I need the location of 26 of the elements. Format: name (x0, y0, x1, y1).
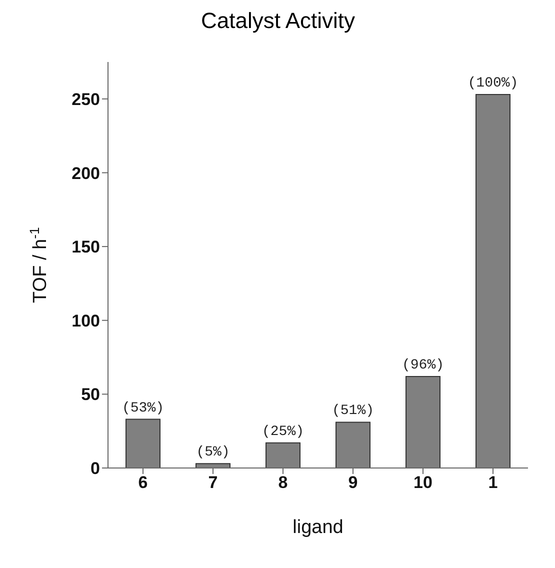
y-tick-label: 250 (72, 90, 100, 109)
bar (266, 442, 300, 468)
y-tick-label: 100 (72, 311, 100, 330)
annotation: (51%) (332, 403, 374, 420)
x-tick-label: 7 (208, 473, 218, 492)
annotation: (100%) (468, 75, 518, 92)
bar (476, 94, 510, 468)
chart-title: Catalyst Activity (200, 8, 356, 35)
annotation: (96%) (402, 357, 444, 374)
x-tick-label: 8 (278, 473, 288, 492)
y-tick-label: 200 (72, 164, 100, 183)
bar (196, 463, 230, 468)
y-tick-label: 50 (81, 385, 100, 404)
y-tick-label: 0 (90, 459, 100, 478)
x-axis-title: ligand (292, 517, 344, 538)
annotation: (25%) (262, 424, 304, 440)
x-tick-label: 6 (138, 473, 148, 492)
x-tick-label: 1 (488, 473, 498, 492)
bar (126, 418, 160, 468)
x-tick-label: 9 (348, 473, 358, 492)
x-tick-label: 10 (414, 473, 432, 492)
annotation: (5%) (196, 444, 230, 461)
bar (406, 376, 440, 468)
bar (336, 422, 370, 468)
y-tick-label: 150 (72, 238, 100, 257)
annotation: (53%) (122, 400, 164, 416)
